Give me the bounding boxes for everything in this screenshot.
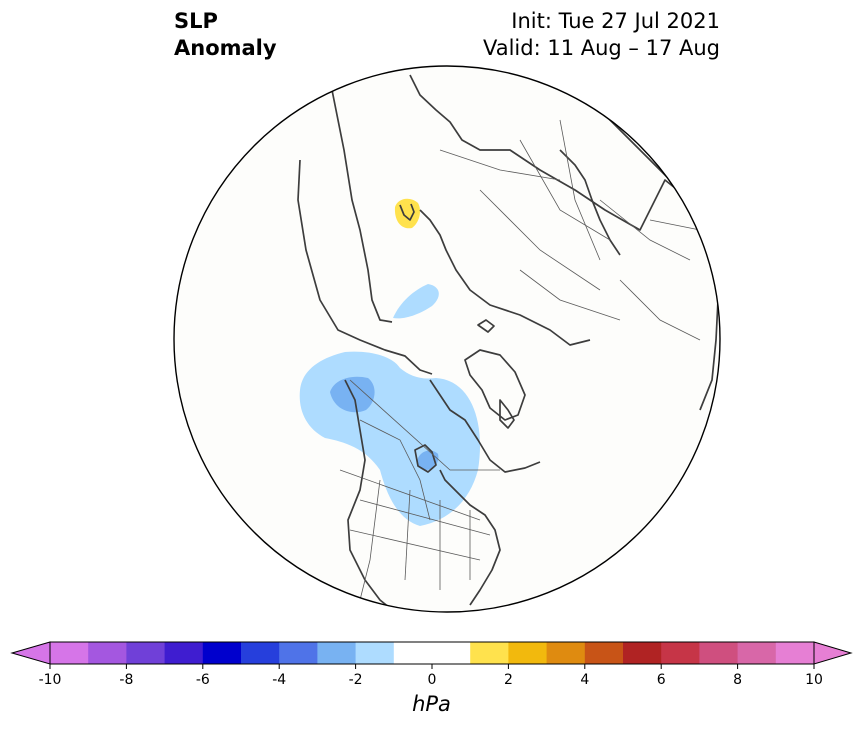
colorbar-bin <box>737 642 777 664</box>
colorbar-tick-label: -2 <box>349 672 363 688</box>
colorbar-tick-label: -8 <box>119 672 133 688</box>
colorbar-tick-label: -6 <box>196 672 210 688</box>
colorbar-bin <box>355 642 395 664</box>
anomaly-barents-sea <box>393 284 439 319</box>
colorbar: -10 -8 -6 -4 -2 0 2 4 6 8 10 <box>10 641 853 688</box>
colorbar-bin <box>88 642 127 664</box>
colorbar-bin <box>470 642 509 664</box>
colorbar-bin <box>699 642 739 664</box>
colorbar-tick-label: -4 <box>272 672 286 688</box>
colorbar-bin <box>661 642 700 664</box>
forecast-dates: Init: Tue 27 Jul 2021 Valid: 11 Aug – 17… <box>483 8 720 62</box>
colorbar-bin <box>546 642 586 664</box>
colorbar-bin <box>584 642 624 664</box>
colorbar-bin <box>164 642 204 664</box>
colorbar-bin <box>202 642 242 664</box>
borders <box>339 119 701 601</box>
colorbar-bin <box>241 642 280 664</box>
colorbar-tick-label: 4 <box>580 672 589 688</box>
colorbar-extend-low <box>10 641 51 665</box>
colorbar-bin <box>623 642 662 664</box>
colorbar-tick-label: 2 <box>504 672 513 688</box>
colorbar-bin <box>508 642 548 664</box>
colorbar-bin <box>50 642 89 664</box>
colorbar-bin <box>775 642 815 664</box>
title-line-2: Anomaly <box>174 36 277 60</box>
colorbar-bin <box>317 642 357 664</box>
colorbar-tick-label: 6 <box>657 672 666 688</box>
colorbar-tick-label: 8 <box>733 672 742 688</box>
title-line-1: SLP <box>174 9 218 33</box>
init-date: Init: Tue 27 Jul 2021 <box>511 9 720 33</box>
coastlines <box>297 74 719 612</box>
colorbar-bin <box>126 642 166 664</box>
colorbar-tick-label: 0 <box>428 672 437 688</box>
colorbar-tick-label: -10 <box>39 672 62 688</box>
map-boundary <box>173 65 721 613</box>
map-title: SLP Anomaly <box>174 8 277 62</box>
valid-range: Valid: 11 Aug – 17 Aug <box>482 36 720 60</box>
colorbar-tick-label: 10 <box>805 672 823 688</box>
colorbar-unit: hPa <box>412 692 451 716</box>
colorbar-bin <box>393 642 433 664</box>
map-background <box>174 66 720 612</box>
polar-map <box>173 65 721 613</box>
colorbar-bin <box>432 642 471 664</box>
colorbar-extend-high <box>813 641 853 665</box>
colorbar-bin <box>279 642 318 664</box>
